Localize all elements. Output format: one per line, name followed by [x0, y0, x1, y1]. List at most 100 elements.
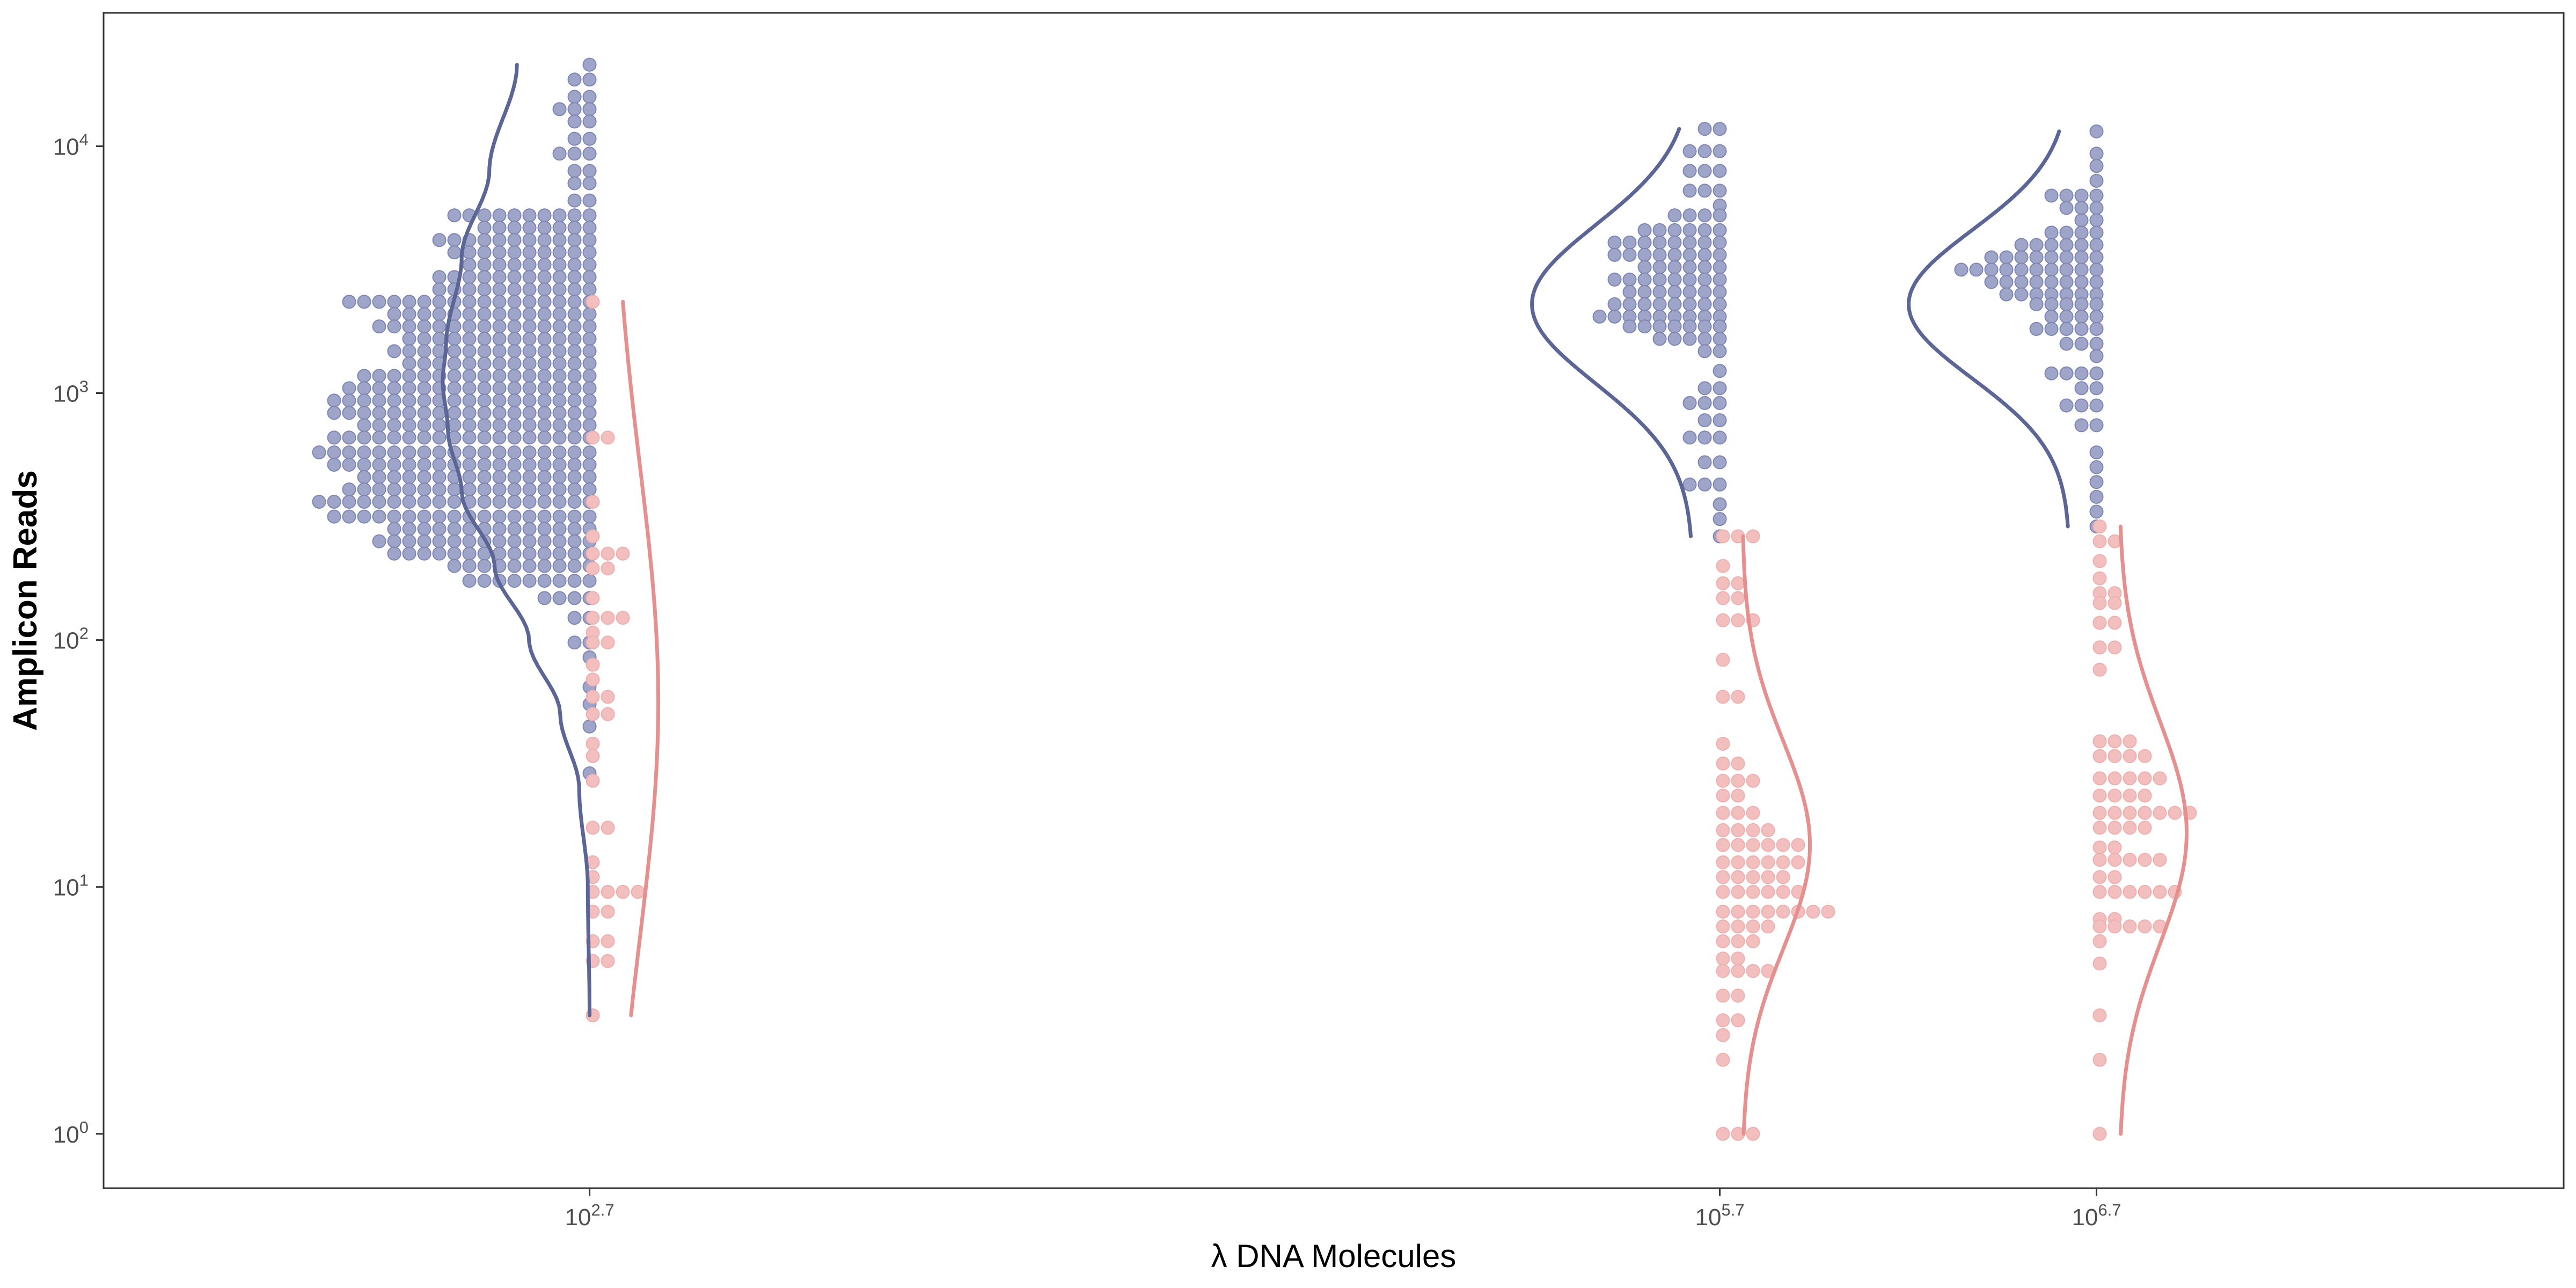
- blue-dot: [567, 270, 582, 284]
- pink-dot: [2107, 821, 2122, 835]
- blue-dot: [552, 482, 567, 496]
- blue-dot: [327, 430, 341, 445]
- blue-dot: [447, 522, 462, 536]
- blue-dot: [477, 494, 492, 509]
- pink-dot: [586, 690, 600, 704]
- pink-dot: [1716, 690, 1730, 704]
- blue-dot: [492, 344, 507, 358]
- blue-dot: [582, 282, 597, 297]
- blue-dot: [522, 270, 537, 284]
- blue-dot: [447, 406, 462, 420]
- blue-dot: [2074, 398, 2089, 413]
- blue-dot: [1637, 235, 1652, 250]
- blue-dot: [1713, 319, 1727, 334]
- blue-dot: [1713, 144, 1727, 158]
- blue-dot: [2074, 213, 2089, 228]
- blue-dot: [1652, 284, 1667, 299]
- pink-dot: [1776, 904, 1790, 919]
- blue-dot: [372, 494, 386, 509]
- blue-dot: [1667, 332, 1682, 346]
- pink-dot: [1731, 964, 1745, 978]
- blue-dot: [582, 245, 597, 260]
- blue-dot: [312, 445, 326, 459]
- pink-dot: [1731, 823, 1745, 837]
- y-tick-label: 100: [53, 1118, 89, 1148]
- blue-dot: [387, 482, 401, 496]
- y-tick-label: 101: [53, 871, 89, 901]
- blue-dot: [357, 369, 371, 383]
- blue-dot: [477, 233, 492, 247]
- blue-dot: [1713, 122, 1727, 136]
- blue-dot: [537, 534, 552, 548]
- pink-dot: [2092, 934, 2107, 948]
- blue-dot: [477, 457, 492, 472]
- pink-dot: [2123, 821, 2137, 835]
- blue-dot: [492, 534, 507, 548]
- blue-dot: [432, 430, 447, 445]
- blue-dot: [2044, 225, 2059, 240]
- blue-dot: [387, 509, 401, 524]
- blue-dot: [1622, 272, 1637, 287]
- blue-dot: [1652, 260, 1667, 274]
- blue-dot: [582, 193, 597, 208]
- blue-dot: [342, 494, 356, 509]
- blue-dot: [447, 418, 462, 433]
- blue-dot: [492, 282, 507, 297]
- blue-dot: [1652, 332, 1667, 346]
- blue-dot: [402, 418, 416, 433]
- blue-dot: [552, 406, 567, 420]
- pink-dot: [601, 821, 615, 835]
- pink-dot: [1716, 576, 1730, 590]
- pink-dot: [2123, 884, 2137, 899]
- blue-dot: [492, 233, 507, 247]
- pink-dot: [2153, 771, 2167, 786]
- blue-dot: [1713, 344, 1727, 358]
- blue-dot: [507, 393, 522, 408]
- blue-dot: [2029, 262, 2044, 277]
- blue-dot: [477, 445, 492, 459]
- blue-dot: [492, 393, 507, 408]
- blue-dot: [1637, 284, 1652, 299]
- pink-dot: [601, 546, 615, 561]
- pink-dot: [1731, 806, 1745, 820]
- blue-dot: [582, 307, 597, 321]
- blue-dot: [387, 307, 401, 321]
- blue-dot: [522, 522, 537, 536]
- blue-dot: [567, 393, 582, 408]
- blue-dot: [1697, 272, 1712, 287]
- blue-dot: [537, 418, 552, 433]
- blue-dot: [1713, 235, 1727, 250]
- pink-dot: [2092, 884, 2107, 899]
- blue-dot: [2089, 418, 2104, 433]
- blue-dot: [567, 282, 582, 297]
- blue-dot: [1713, 208, 1727, 223]
- blue-dot: [1682, 208, 1697, 223]
- pink-dot: [586, 430, 600, 445]
- pink-density-curve: [1741, 534, 1812, 1136]
- pink-dot: [2138, 884, 2152, 899]
- blue-dot: [567, 445, 582, 459]
- blue-dot: [507, 406, 522, 420]
- blue-dot: [1697, 396, 1712, 410]
- blue-dot: [2059, 250, 2074, 265]
- blue-dot: [582, 72, 597, 87]
- pink-dot: [1716, 884, 1730, 899]
- pink-dot: [2107, 788, 2122, 803]
- blue-dot: [492, 406, 507, 420]
- blue-dot: [417, 482, 431, 496]
- blue-dot: [1682, 430, 1697, 445]
- pink-dot: [2092, 571, 2107, 586]
- blue-dot: [582, 369, 597, 383]
- pink-dot: [2092, 616, 2107, 630]
- pink-dot: [601, 430, 615, 445]
- blue-dot: [2074, 336, 2089, 351]
- pink-dot: [2107, 884, 2122, 899]
- blue-dot: [417, 369, 431, 383]
- pink-dot: [1716, 529, 1730, 544]
- blue-dot: [582, 344, 597, 358]
- blue-dot: [1713, 297, 1727, 311]
- blue-dot: [447, 482, 462, 496]
- blue-dot: [372, 319, 386, 334]
- blue-dot: [402, 482, 416, 496]
- pink-dot: [1716, 904, 1730, 919]
